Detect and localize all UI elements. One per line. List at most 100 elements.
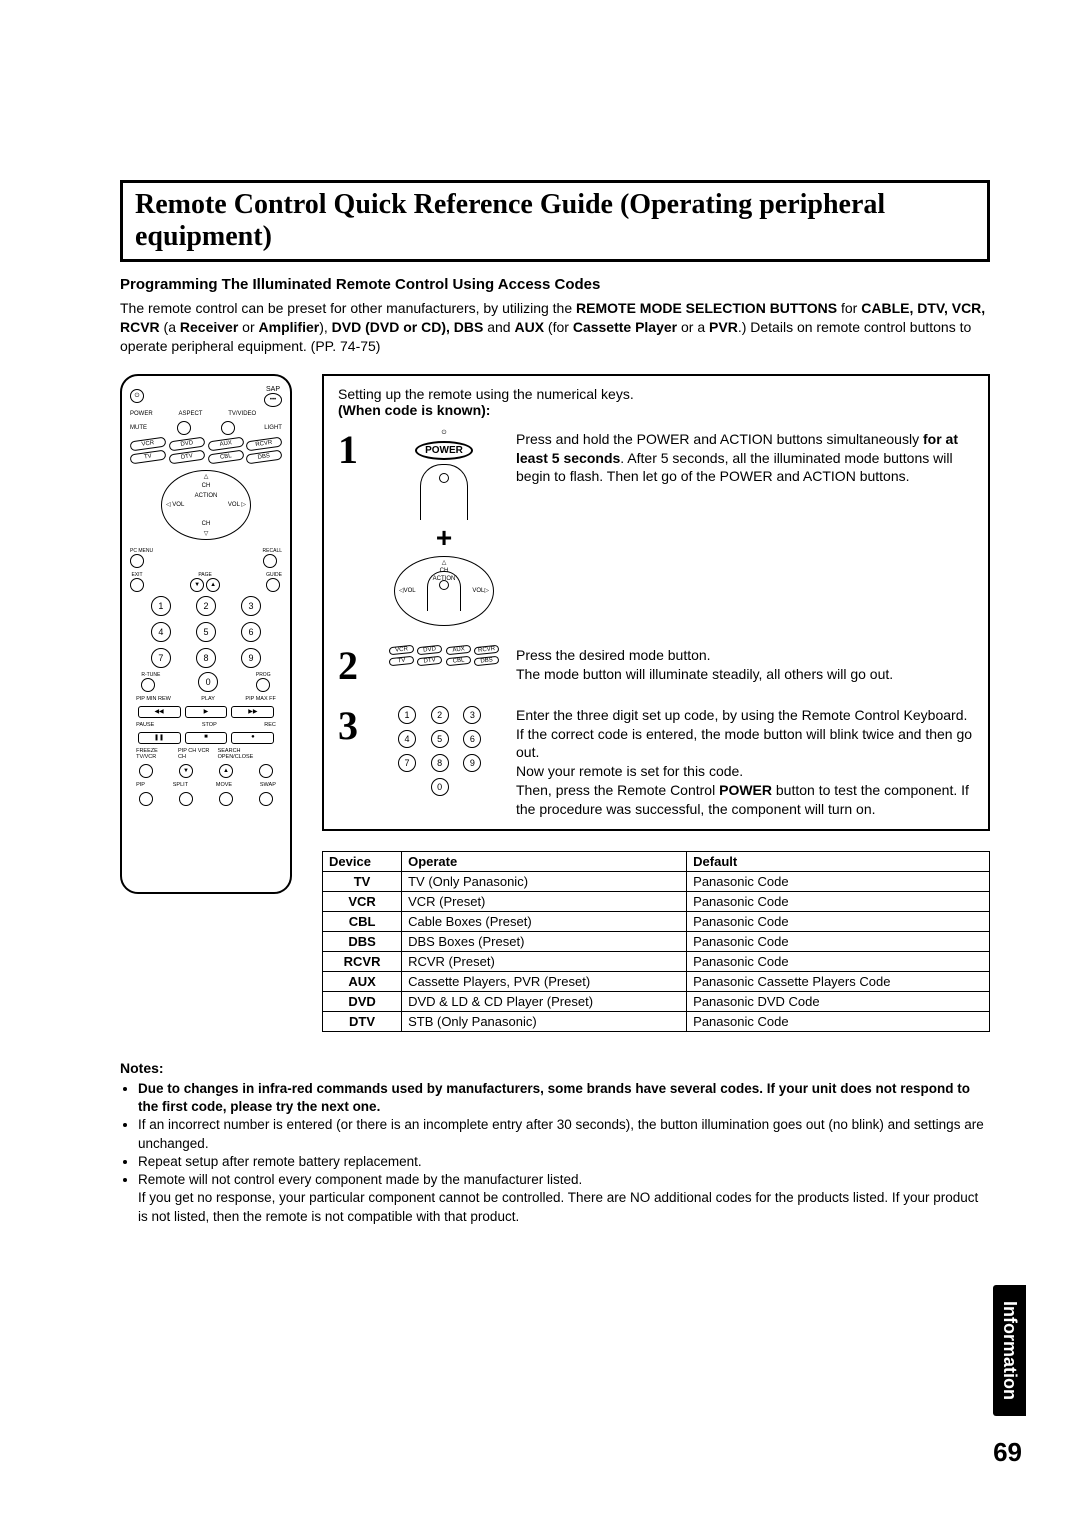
search-button (259, 764, 273, 778)
table-row: RCVRRCVR (Preset)Panasonic Code (323, 952, 990, 972)
mute-label: MUTE (130, 425, 147, 431)
intro-bold: AUX (514, 319, 544, 335)
num-6: 6 (241, 622, 261, 642)
num-0: 0 (198, 672, 218, 692)
intro-text: (for (544, 319, 573, 335)
num-6: 6 (463, 730, 481, 748)
aux-button: AUX (207, 436, 244, 451)
note-item: Due to changes in infra-red commands use… (138, 1080, 990, 1116)
cell-device: RCVR (323, 952, 402, 972)
light-label: LIGHT (264, 425, 282, 431)
num-8: 8 (431, 754, 449, 772)
dbs-button: DBS (246, 449, 283, 464)
num-3: 3 (463, 706, 481, 724)
ff-button: ▶▶ (231, 706, 274, 718)
aspect-label: ASPECT (178, 411, 202, 417)
search-label: SEARCH OPEN/CLOSE (218, 748, 276, 760)
swap-button (259, 792, 273, 806)
split-label: SPLIT (173, 782, 188, 788)
transport-labels-1: PIP MIN REW PLAY PIP MAX FF (136, 696, 276, 702)
num-2: 2 (431, 706, 449, 724)
aspect-button (177, 421, 191, 435)
sap-button: ••• (264, 393, 282, 407)
cell-operate: VCR (Preset) (402, 892, 687, 912)
note-bold: Due to changes in infra-red commands use… (138, 1081, 970, 1114)
s3-t4a: Then, press the Remote Control (516, 782, 719, 798)
step-2: 2 VCR DVD AUX RCVR TV DTV CBL DBS Press … (338, 646, 974, 686)
step-2-text: Press the desired mode button. The mode … (516, 646, 893, 684)
intro-bold: Receiver (180, 319, 238, 335)
page-dn-button: ▼ (190, 578, 204, 592)
dvd-button: DVD (168, 436, 205, 451)
col-default: Default (687, 852, 990, 872)
ch-label-2: CH (202, 521, 211, 527)
section-subtitle: Programming The Illuminated Remote Contr… (120, 276, 990, 293)
step-1: 1 ⏻ POWER + △ CH ACTION ◁VOL VOL▷ (338, 430, 974, 626)
guide-button (266, 578, 280, 592)
intro-text: The remote control can be preset for oth… (120, 300, 576, 316)
num-2: 2 (196, 596, 216, 616)
swap-label: SWAP (260, 782, 276, 788)
cell-device: DVD (323, 992, 402, 1012)
num-3: 3 (241, 596, 261, 616)
transport-row-1: ◀◀ ▶ ▶▶ (138, 706, 275, 718)
cell-operate: STB (Only Panasonic) (402, 1012, 687, 1032)
dbs-mini: DBS (473, 655, 499, 666)
cell-default: Panasonic Code (687, 932, 990, 952)
cell-operate: DBS Boxes (Preset) (402, 932, 687, 952)
intro-text: ), (319, 319, 331, 335)
right-column: Setting up the remote using the numerica… (322, 374, 990, 1032)
pipmax-label: PIP MAX FF (245, 696, 275, 702)
steps-intro-line2: (When code is known): (338, 402, 490, 418)
main-row: ⏻ SAP ••• POWER ASPECT TV/VIDEO MUTE LIG… (120, 374, 990, 1032)
col-operate: Operate (402, 852, 687, 872)
pipmin-label: PIP MIN REW (136, 696, 171, 702)
cell-device: DTV (323, 1012, 402, 1032)
vcr-mini: VCR (389, 644, 415, 655)
pipch-dn-button: ▼ (179, 764, 193, 778)
prog-label: PROG (256, 672, 271, 678)
bottom-labels-2: PIP SPLIT MOVE SWAP (136, 782, 276, 788)
intro-text: or (238, 319, 258, 335)
intro-text: or a (677, 319, 709, 335)
tv-mini: TV (389, 655, 415, 666)
intro-paragraph: The remote control can be preset for oth… (120, 299, 990, 356)
num-1: 1 (398, 706, 416, 724)
step-2-graphic: VCR DVD AUX RCVR TV DTV CBL DBS (384, 646, 504, 665)
intro-text: for (837, 300, 861, 316)
intro-text: (a (160, 319, 180, 335)
pcmenu-label: PC MENU (130, 548, 153, 554)
action-ring-graphic: △ CH ACTION ◁VOL VOL▷ (394, 556, 494, 626)
mode-grid-graphic: VCR DVD AUX RCVR TV DTV CBL DBS (389, 646, 499, 665)
rew-button: ◀◀ (138, 706, 181, 718)
cell-default: Panasonic Code (687, 892, 990, 912)
pipch-up-button: ▲ (219, 764, 233, 778)
recall-button (263, 554, 277, 568)
tv-button: TV (129, 449, 166, 464)
ch-up-icon: △ (204, 473, 209, 480)
pause-button: ❚❚ (138, 732, 181, 744)
freeze-button (139, 764, 153, 778)
pcmenu-button (130, 554, 144, 568)
exit-label: EXIT (130, 572, 144, 578)
cell-operate: TV (Only Panasonic) (402, 872, 687, 892)
steps-box: Setting up the remote using the numerica… (322, 374, 990, 831)
vol-right-label: VOL ▷ (228, 501, 246, 508)
split-button (179, 792, 193, 806)
keypad-graphic: 1 2 3 4 5 6 7 8 9 0 (398, 706, 490, 796)
num-0: 0 (431, 778, 449, 796)
page-number: 69 (993, 1437, 1022, 1468)
rec-label: REC (264, 722, 276, 728)
intro-bold: Amplifier (259, 319, 320, 335)
ch-up-icon: △ (442, 559, 447, 566)
power-button-graphic: POWER (415, 441, 473, 460)
cell-operate: Cable Boxes (Preset) (402, 912, 687, 932)
num-4: 4 (398, 730, 416, 748)
s3-t1: Enter the three digit set up code, by us… (516, 707, 967, 723)
vol-right: VOL▷ (472, 587, 489, 594)
num-4: 4 (151, 622, 171, 642)
num-9: 9 (241, 648, 261, 668)
vol-left: ◁VOL (399, 587, 416, 594)
cell-device: DBS (323, 932, 402, 952)
remote-illustration: ⏻ SAP ••• POWER ASPECT TV/VIDEO MUTE LIG… (120, 374, 292, 894)
